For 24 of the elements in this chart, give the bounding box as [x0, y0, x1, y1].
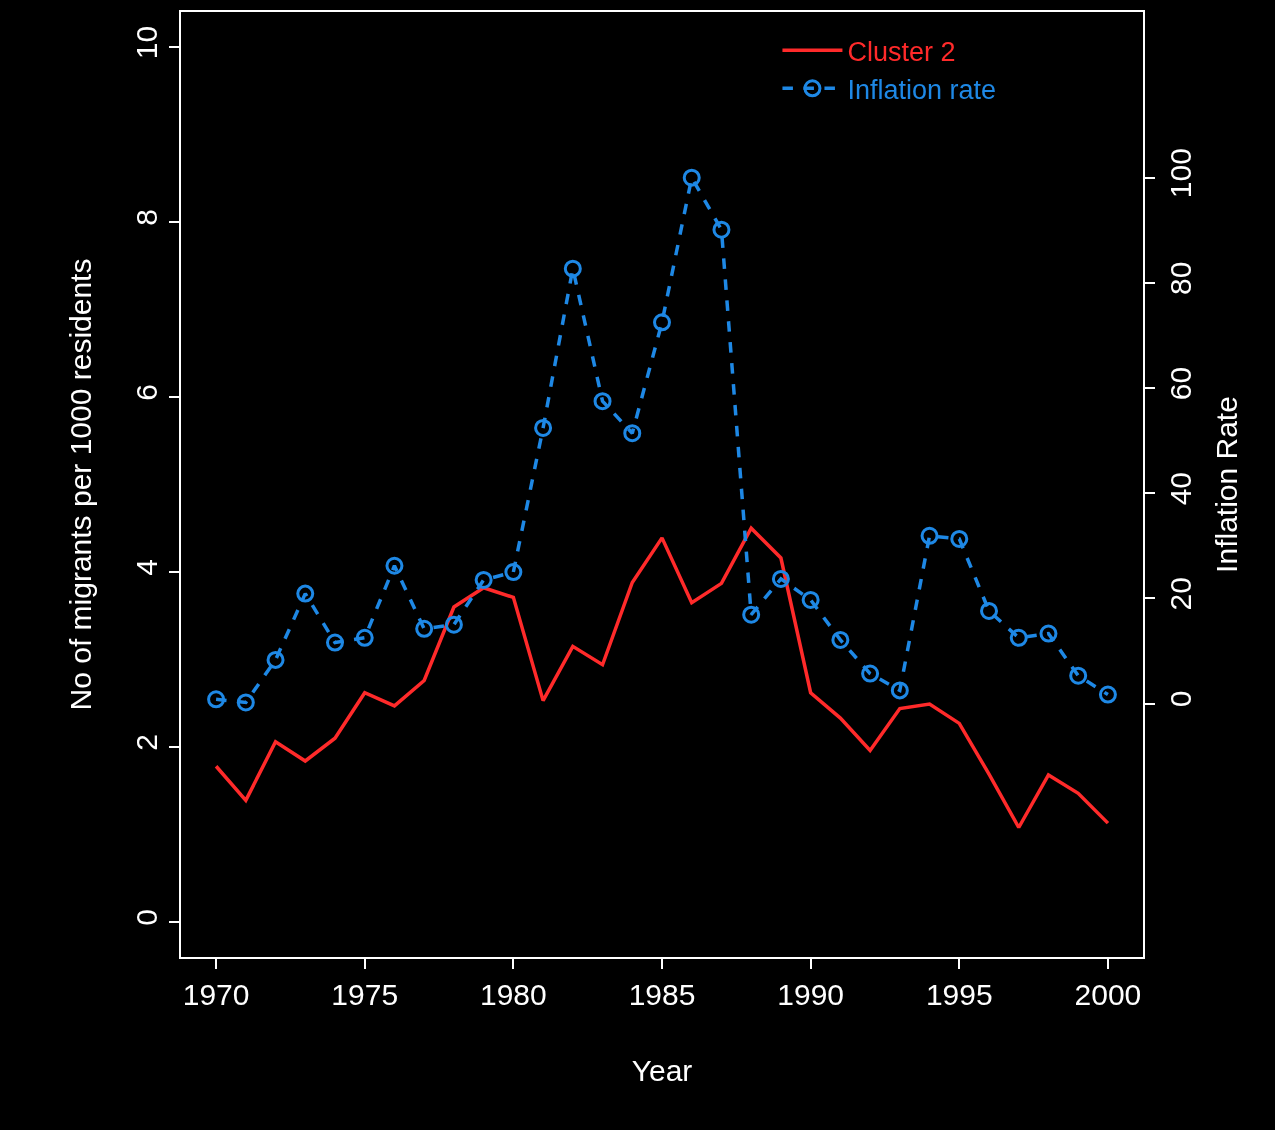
y-tick-label: 10	[130, 25, 163, 60]
legend-label: Inflation rate	[847, 74, 997, 105]
x-axis-title: Year	[631, 1054, 693, 1087]
y-tick-label: 0	[130, 909, 163, 926]
x-tick-label: 1975	[331, 978, 399, 1011]
x-tick-label: 1985	[628, 978, 696, 1011]
y2-tick-label: 60	[1164, 366, 1197, 401]
x-tick-label: 1980	[479, 978, 547, 1011]
y-axis-title: No of migrants per 1000 residents	[63, 258, 97, 711]
y2-tick-label: 20	[1164, 577, 1197, 611]
y2-axis-title: Inflation Rate	[1210, 396, 1243, 573]
legend-label: Cluster 2	[847, 36, 956, 67]
x-tick-label: 1995	[925, 978, 993, 1011]
y2-tick-label: 100	[1164, 148, 1197, 199]
y-tick-label: 8	[130, 209, 163, 226]
x-tick-label: 1970	[182, 978, 250, 1011]
y-tick-label: 6	[130, 384, 163, 401]
y2-tick-label: 0	[1164, 690, 1197, 708]
x-tick-label: 1990	[777, 978, 845, 1011]
x-tick-label: 2000	[1074, 978, 1142, 1011]
y2-tick-label: 40	[1164, 471, 1197, 506]
y-tick-label: 2	[130, 734, 163, 751]
y-tick-label: 4	[130, 559, 163, 576]
y2-tick-label: 80	[1164, 261, 1197, 296]
